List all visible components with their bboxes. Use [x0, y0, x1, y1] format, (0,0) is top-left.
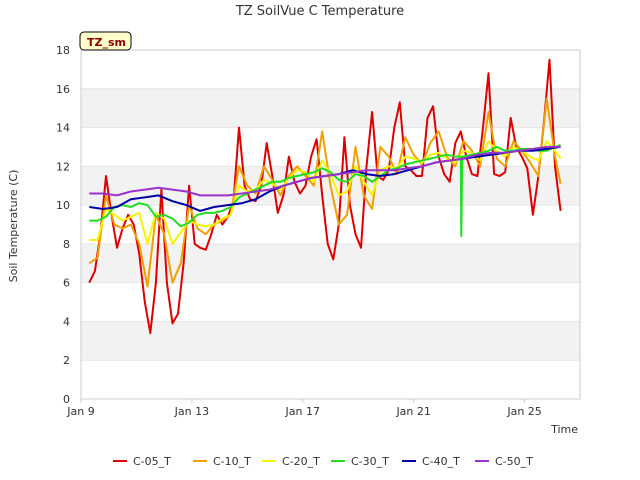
- legend-label: C-50_T: [495, 455, 533, 468]
- y-axis-title: Soil Temperature (C): [7, 170, 20, 283]
- legend-label: C-10_T: [213, 455, 251, 468]
- x-tick-label: Jan 17: [285, 405, 320, 418]
- series-line-C-05_T: [88, 58, 562, 335]
- y-tick-label: 12: [56, 160, 70, 173]
- series-line-C-10_T: [88, 97, 562, 288]
- y-tick-label: 14: [56, 122, 70, 135]
- y-tick-label: 0: [63, 393, 70, 406]
- legend-label: C-20_T: [282, 455, 320, 468]
- legend-label: C-30_T: [351, 455, 389, 468]
- x-tick-label: Jan 25: [506, 405, 541, 418]
- y-tick-label: 2: [63, 354, 70, 367]
- series-line-C-30_T: [89, 144, 561, 238]
- legend: C-05_T C-10_T C-20_T C-30_T C-40_T C-50_T: [113, 455, 533, 468]
- y-tick-label: 10: [56, 199, 70, 212]
- site-badge-label: TZ_sm: [87, 36, 126, 49]
- grid-band: [81, 88, 580, 128]
- legend-label: C-40_T: [422, 455, 460, 468]
- grid-band: [81, 321, 580, 361]
- site-badge-box: [79, 31, 132, 51]
- series-layer: [88, 58, 562, 335]
- grid-bands: [81, 88, 580, 361]
- x-tick-label: Jan 9: [66, 405, 94, 418]
- plot-border: [80, 49, 581, 400]
- site-badge: TZ_sm: [79, 31, 132, 51]
- x-axis-ticks: Jan 9 Jan 13 Jan 17 Jan 21 Jan 25: [66, 399, 542, 418]
- y-tick-label: 16: [56, 83, 70, 96]
- y-tick-label: 8: [63, 238, 70, 251]
- legend-label: C-05_T: [133, 455, 171, 468]
- x-tick-label: Jan 13: [174, 405, 209, 418]
- y-tick-label: 4: [63, 315, 70, 328]
- x-tick-label: Jan 21: [395, 405, 430, 418]
- y-tick-label: 6: [63, 277, 70, 290]
- chart-title: TZ SoilVue C Temperature: [235, 4, 404, 19]
- y-tick-label: 18: [56, 44, 70, 57]
- y-axis-ticks: 0 2 4 6 8 10 12 14 16 18: [56, 44, 70, 406]
- series-line-C-50_T: [89, 145, 561, 197]
- x-axis-title: Time: [550, 423, 578, 436]
